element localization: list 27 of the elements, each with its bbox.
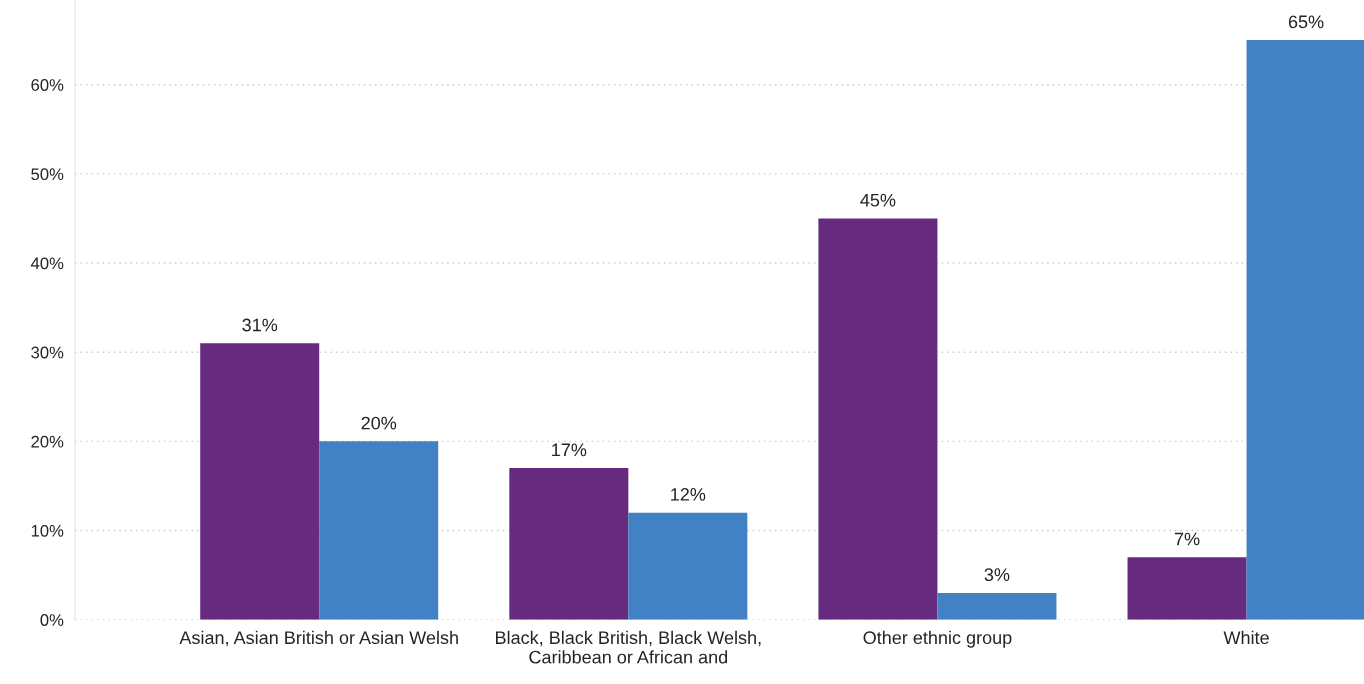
text: 17% xyxy=(552,443,587,457)
text: 7% xyxy=(1174,532,1200,546)
bar xyxy=(1127,557,1247,620)
text: 20% xyxy=(361,416,397,430)
x-tick-label: Asian, Asian British or Asian Welsh xyxy=(179,630,458,647)
text: 65% xyxy=(1288,15,1324,29)
bar xyxy=(509,468,629,620)
bar xyxy=(1246,40,1364,620)
y-tick-label: 20% xyxy=(31,435,64,448)
y-tick-label: 30% xyxy=(31,346,64,359)
bar xyxy=(319,441,439,620)
y-tick-label: 0% xyxy=(40,614,64,626)
x-tick-label: Black, Black British, Black Welsh, Caribbean or African and xyxy=(496,630,761,664)
y-tick-label: 40% xyxy=(30,257,64,270)
bar xyxy=(628,512,748,620)
y-tick-label: 50% xyxy=(31,168,64,181)
bar xyxy=(200,343,320,620)
y-tick-label: 10% xyxy=(31,524,64,537)
text: 12% xyxy=(671,488,706,501)
text: 31% xyxy=(242,318,278,332)
x-tick-label: Other ethnic group xyxy=(863,630,1012,648)
x-tick-label: White xyxy=(1223,630,1269,645)
text: 45% xyxy=(860,193,896,207)
y-tick-label: 60% xyxy=(31,79,64,91)
text: 3% xyxy=(984,568,1010,582)
bar xyxy=(818,218,938,620)
bar xyxy=(937,592,1057,620)
